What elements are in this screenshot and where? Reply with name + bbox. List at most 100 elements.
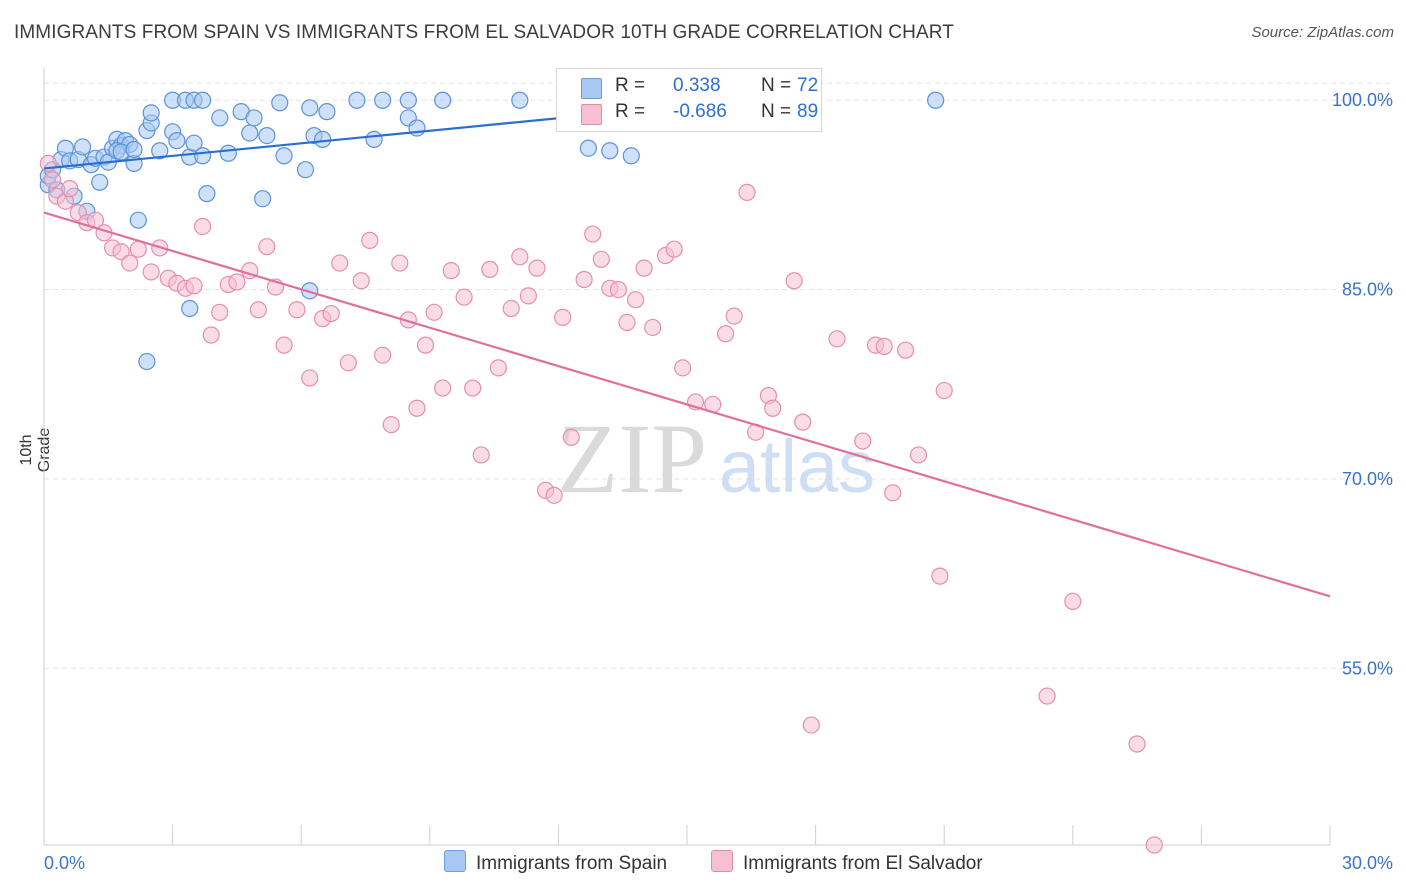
- salvador-point: [554, 308, 572, 326]
- salvador-point: [644, 318, 662, 337]
- source-text: Source: ZipAtlas.com: [1251, 24, 1394, 41]
- spain-point: [125, 140, 143, 159]
- spain-point: [73, 138, 92, 156]
- salvador-point: [935, 381, 953, 400]
- salvador-point: [618, 313, 636, 332]
- salvador-point: [228, 273, 246, 291]
- x-tick-label-min: 0.0%: [44, 853, 85, 873]
- salvador-point: [802, 716, 820, 734]
- salvador-point: [592, 250, 610, 268]
- salvador-point: [1064, 592, 1082, 610]
- salvador-point: [331, 254, 349, 272]
- spain-point: [296, 161, 315, 179]
- salvador-point: [472, 446, 490, 464]
- salvador-point: [301, 369, 319, 387]
- salvador-point: [1145, 836, 1163, 854]
- spain-point: [399, 91, 417, 109]
- gridlines: [44, 82, 1390, 669]
- legend-n-value: 89: [797, 101, 819, 122]
- salvador-point: [584, 225, 602, 243]
- salvador-point: [738, 183, 756, 201]
- legend-n-label: N =: [761, 101, 792, 122]
- spain-point: [314, 130, 332, 148]
- salvador-point: [854, 432, 872, 450]
- salvador-point: [897, 341, 915, 359]
- salvador-point: [674, 359, 692, 377]
- legend-n-label: N =: [761, 75, 792, 96]
- salvador-point: [61, 180, 79, 198]
- spain-point: [129, 211, 147, 229]
- spain-point: [365, 130, 383, 148]
- spain-point: [271, 94, 289, 112]
- legend-swatch-el-salvador: [581, 104, 602, 125]
- salvador-point: [764, 399, 782, 417]
- salvador-point: [716, 325, 735, 343]
- salvador-point: [626, 291, 645, 309]
- axes: [43, 68, 1331, 846]
- salvador-point: [931, 567, 949, 585]
- bottom-legend-label-spain: Immigrants from Spain: [476, 853, 668, 874]
- salvador-point: [609, 280, 628, 299]
- salvador-point: [425, 303, 443, 321]
- trendlines: [43, 97, 1331, 598]
- y-tick-label: 85.0%: [1342, 280, 1393, 300]
- salvador-point: [665, 240, 683, 258]
- salvador-point: [464, 379, 482, 397]
- x-tick-label-max: 30.0%: [1342, 853, 1393, 873]
- y-tick-label: 100.0%: [1332, 90, 1393, 110]
- legend-r-value: -0.686: [673, 101, 727, 122]
- spain-point: [301, 99, 319, 117]
- salvador-point: [185, 277, 203, 295]
- bottom-legend-spain: Immigrants from Spain: [444, 850, 667, 875]
- salvador-point: [528, 259, 546, 277]
- bottom-legend-label-el-salvador: Immigrants from El Salvador: [743, 853, 983, 874]
- spain-point: [254, 190, 272, 208]
- salvador-point: [202, 326, 220, 344]
- spain-point: [142, 104, 160, 122]
- spain-point: [194, 147, 212, 165]
- salvador-point: [258, 238, 276, 256]
- salvador-point: [382, 416, 400, 434]
- salvador-point: [545, 486, 563, 504]
- y-tick-label: 55.0%: [1342, 658, 1393, 678]
- salvador-point: [361, 231, 379, 249]
- spain-point: [348, 91, 366, 109]
- tick-labels: 55.0% 70.0% 85.0% 100.0% 0.0% 30.0%: [44, 90, 1393, 873]
- salvador-point: [481, 260, 499, 278]
- spain-point: [622, 147, 640, 165]
- spain-point: [138, 352, 156, 371]
- spain-point: [318, 103, 336, 121]
- salvador-point: [502, 299, 520, 318]
- salvador-point: [249, 301, 267, 319]
- salvador-point: [339, 354, 357, 372]
- salvador-point: [794, 413, 812, 431]
- salvador-point: [43, 171, 62, 189]
- salvador-point: [275, 336, 293, 354]
- watermark: ZIP atlas: [557, 403, 875, 514]
- salvador-point: [112, 243, 130, 261]
- series-salvador-points: [39, 154, 1163, 854]
- spain-point: [181, 299, 199, 318]
- spain-point: [275, 147, 293, 165]
- salvador-point: [489, 359, 507, 377]
- watermark-atlas: atlas: [719, 425, 875, 508]
- salvador-point: [635, 259, 653, 277]
- salvador-point: [828, 330, 846, 348]
- salvador-point: [121, 254, 139, 272]
- trendline-el-salvador: [43, 211, 1331, 598]
- bottom-legend-el-salvador: Immigrants from El Salvador: [711, 850, 983, 875]
- salvador-point: [1038, 687, 1056, 705]
- salvador-point: [511, 248, 529, 266]
- chart-title: IMMIGRANTS FROM SPAIN VS IMMIGRANTS FROM…: [14, 22, 954, 43]
- salvador-point: [288, 301, 306, 319]
- spain-point: [211, 109, 229, 127]
- salvador-point: [352, 272, 370, 290]
- spain-point: [219, 144, 237, 162]
- spain-point: [258, 126, 276, 145]
- spain-point: [185, 134, 203, 152]
- salvador-point: [211, 303, 229, 321]
- spain-point: [198, 185, 216, 203]
- salvador-point: [575, 270, 593, 289]
- series-spain-points: [39, 91, 945, 371]
- salvador-point: [562, 428, 580, 446]
